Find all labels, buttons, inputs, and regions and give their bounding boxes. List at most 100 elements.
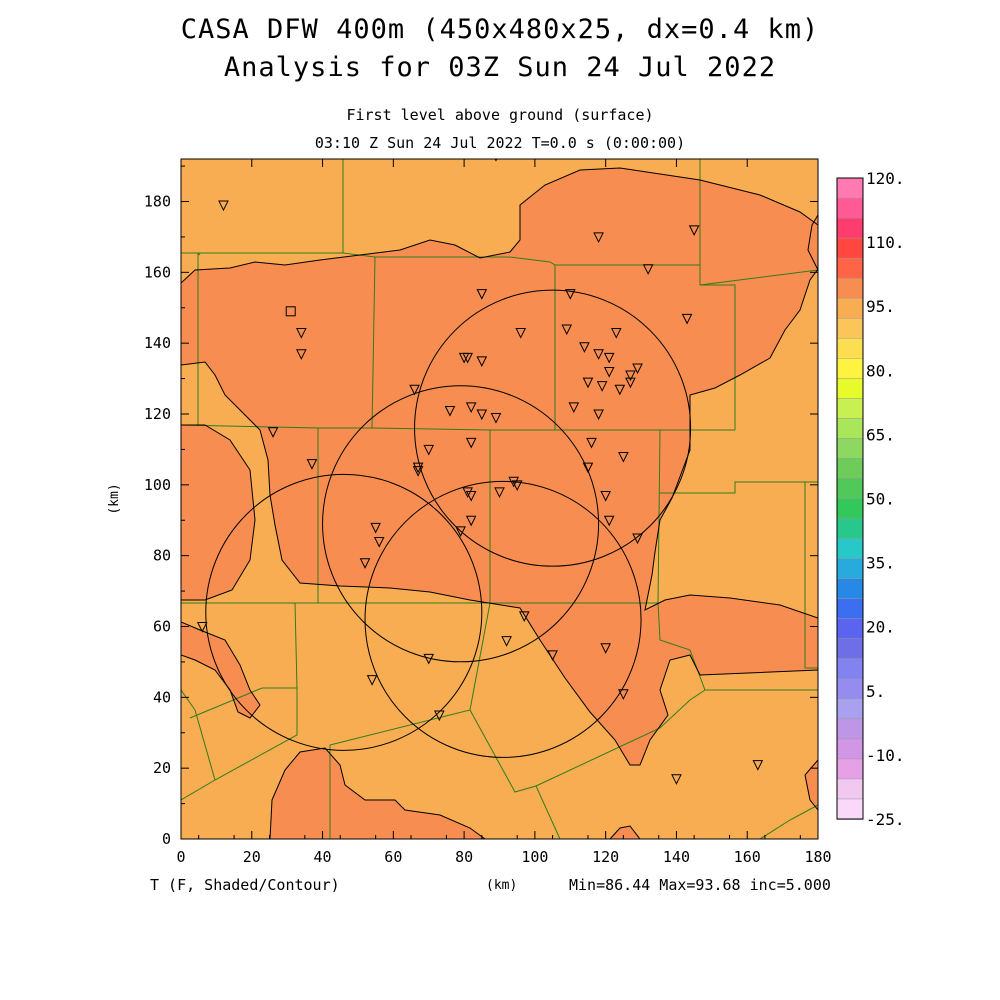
colorbar-swatch (836, 418, 864, 440)
colorbar-swatch (836, 578, 864, 600)
y-tick-label: 160 (144, 263, 171, 281)
x-tick-label: 100 (521, 848, 548, 866)
station-marker (618, 452, 629, 463)
colorbar-swatch (836, 618, 864, 640)
valid-time-label: 03:10 Z Sun 24 Jul 2022 T=0.0 s (0:00:00… (314, 134, 686, 152)
x-tick-label: 60 (384, 848, 402, 866)
station-marker (586, 437, 597, 449)
colorbar-swatch (836, 738, 864, 760)
colorbar-swatch (836, 558, 864, 580)
station-marker (600, 643, 611, 654)
station-marker (625, 370, 636, 382)
x-axis-label: (km) (486, 878, 518, 893)
radar-range-rings (205, 289, 692, 758)
colorbar-label: 110. (866, 233, 905, 252)
station-marker (465, 437, 477, 449)
x-tick-label: 0 (176, 848, 185, 866)
colorbar-swatch (836, 217, 864, 239)
station-marker (462, 487, 473, 499)
radar-range-ring (364, 480, 642, 758)
station-marker (579, 342, 590, 353)
temperature-contours (181, 167, 818, 839)
colorbar-swatch (836, 478, 864, 500)
station-marker (610, 328, 622, 339)
station-marker (632, 363, 643, 375)
colorbar-swatch (836, 698, 864, 720)
station-marker (423, 444, 435, 456)
station-marker (465, 490, 477, 502)
field-description: T (F, Shaded/Contour) (150, 876, 340, 894)
x-tick-label: 160 (734, 848, 761, 866)
colorbar-swatch (836, 358, 864, 380)
y-tick-label: 20 (153, 759, 171, 777)
station-marker (518, 611, 530, 622)
station-marker (423, 653, 435, 665)
x-tick-label: 180 (804, 848, 831, 866)
y-tick-label: 120 (144, 405, 171, 423)
colorbar-swatch (836, 378, 864, 400)
temp-field-hot-southwest (181, 622, 260, 718)
x-tick-label: 40 (314, 848, 332, 866)
radar-range-ring (322, 385, 600, 663)
station-marker (593, 349, 604, 360)
colorbar-label: 20. (866, 618, 895, 637)
station-marker (455, 526, 466, 537)
y-axis-label: (km) (107, 483, 122, 514)
x-tick-label: 120 (592, 848, 619, 866)
colorbar-frame (836, 177, 864, 820)
y-tick-label: 100 (144, 476, 171, 494)
y-tick-label: 180 (144, 193, 171, 211)
radar-site-marker (285, 306, 296, 317)
station-marker (296, 328, 307, 339)
colorbar-swatch (836, 177, 864, 199)
colorbar-label: 120. (866, 169, 905, 188)
station-marker (681, 313, 693, 325)
y-tick-label: 80 (153, 547, 171, 565)
colorbar-label: 35. (866, 554, 895, 573)
colorbar-label: 5. (866, 682, 885, 701)
plot-title: CASA DFW 400m (450x480x25, dx=0.4 km) (180, 14, 820, 45)
station-marker (603, 367, 615, 378)
station-marker (476, 356, 488, 367)
station-markers (196, 159, 764, 785)
colorbar-swatch (836, 257, 864, 279)
field-statistics: Min=86.44 Max=93.68 inc=5.000 (569, 876, 831, 894)
colorbar-swatch (836, 277, 864, 299)
station-marker (515, 328, 527, 339)
colorbar-label: -10. (866, 746, 905, 765)
colorbar-swatch (836, 338, 864, 360)
station-marker (582, 377, 594, 389)
station-marker (603, 515, 615, 527)
station-marker (618, 689, 629, 700)
station-marker (642, 264, 654, 275)
station-marker (306, 459, 318, 470)
station-marker (494, 487, 505, 499)
x-tick-label: 80 (455, 848, 473, 866)
colorbar-swatch (836, 798, 864, 820)
x-tick-label: 20 (243, 848, 261, 866)
temp-field-hot-south (270, 748, 485, 839)
station-marker (547, 650, 558, 661)
station-marker (596, 381, 608, 392)
station-marker (582, 462, 594, 474)
colorbar-label: 95. (866, 297, 895, 316)
station-marker (267, 427, 279, 438)
colorbar-swatch (836, 518, 864, 540)
y-tick-label: 140 (144, 334, 171, 352)
x-axis: 0 20 40 60 80 100 120 140 160 180 (176, 159, 832, 866)
colorbar-label: 65. (866, 425, 895, 444)
station-marker (603, 352, 615, 364)
station-marker (501, 636, 512, 647)
station-marker (366, 675, 378, 686)
station-marker (359, 558, 371, 569)
station-marker (373, 537, 385, 548)
colorbar-swatch (836, 237, 864, 259)
colorbar-swatch (836, 438, 864, 460)
station-marker (490, 413, 502, 424)
station-marker (593, 232, 604, 244)
colorbar-swatch (836, 317, 864, 339)
station-marker (412, 466, 424, 477)
station-marker (632, 533, 643, 545)
radar-range-ring (205, 473, 483, 751)
